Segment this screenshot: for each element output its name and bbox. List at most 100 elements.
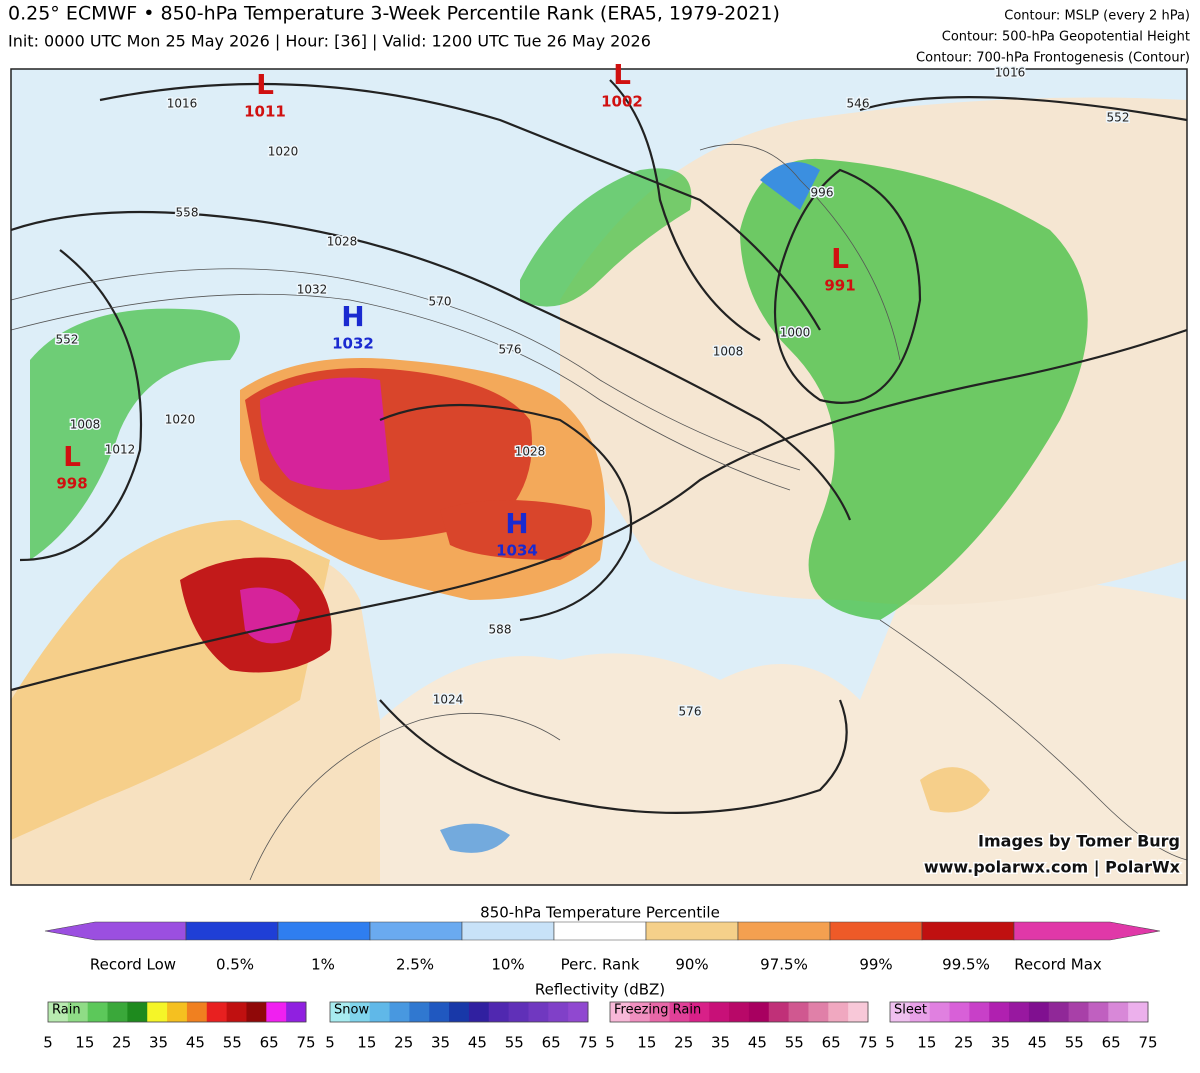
- legend-swatch: [186, 1002, 208, 1022]
- legend-tick: 75: [296, 1034, 315, 1052]
- legend-tick: 55: [223, 1034, 242, 1052]
- colorbar: Record Low 0.5% 1% 2.5% 10% Perc. Rank 90% 97.5…: [44, 921, 1161, 974]
- legend-tick: 65: [822, 1034, 841, 1052]
- legend-name: Snow: [334, 1003, 369, 1018]
- legend-tick: 15: [917, 1034, 936, 1052]
- legend-swatch: [1088, 1002, 1109, 1022]
- legend-swatch: [909, 1002, 931, 1022]
- legend-swatch: [890, 1002, 911, 1022]
- colorbar-label: Record Max: [1014, 956, 1102, 974]
- contour-note: Contour: 500-hPa Geopotential Height: [942, 30, 1190, 45]
- legend-swatch: [1048, 1002, 1070, 1022]
- legend-tick: 45: [748, 1034, 767, 1052]
- legend-tick: 65: [1102, 1034, 1121, 1052]
- legend-swatch: [828, 1002, 849, 1022]
- center-letter: H: [505, 507, 528, 540]
- legend-tick: 45: [1028, 1034, 1047, 1052]
- center-letter: L: [831, 242, 849, 275]
- contour-label: 1028: [515, 445, 546, 459]
- colorbar-segment: [829, 921, 923, 941]
- legend-swatch: [709, 1002, 730, 1022]
- legend-swatch: [1128, 1002, 1149, 1022]
- legend-swatch: [629, 1002, 651, 1022]
- legend-swatch: [409, 1002, 430, 1022]
- legend-frame: [889, 1001, 1149, 1023]
- credit: www.polarwx.com | PolarWx: [924, 858, 1181, 878]
- credit: Images by Tomer Burg: [978, 832, 1180, 851]
- legend-swatch: [649, 1002, 671, 1022]
- colorbar-title: 850-hPa Temperature Percentile: [480, 904, 720, 922]
- legend-swatch: [488, 1002, 510, 1022]
- legend-swatch: [1068, 1002, 1089, 1022]
- legend-swatch: [449, 1002, 470, 1022]
- subtitle: Init: 0000 UTC Mon 25 May 2026 | Hour: […: [8, 32, 651, 51]
- colorbar-segment: [553, 921, 647, 941]
- legend-swatch: [48, 1002, 69, 1022]
- legend-swatch: [127, 1002, 148, 1022]
- legend-swatch: [206, 1002, 228, 1022]
- legend-swatch: [330, 1002, 351, 1022]
- center-letter: L: [63, 440, 81, 473]
- contour-label: 1000: [780, 326, 811, 340]
- legend-tick: 35: [431, 1034, 450, 1052]
- legend-tick: 35: [991, 1034, 1010, 1052]
- legend-tick: 15: [357, 1034, 376, 1052]
- contour-label: 1028: [327, 235, 358, 249]
- legend-swatch: [969, 1002, 990, 1022]
- colorbar-label: Perc. Rank: [561, 956, 640, 974]
- legend-swatch: [528, 1002, 549, 1022]
- legend-tick: 35: [711, 1034, 730, 1052]
- contour-note: Contour: 700-hPa Frontogenesis (Contour): [916, 51, 1190, 66]
- legend-swatch: [167, 1002, 188, 1022]
- legend-tick: 55: [505, 1034, 524, 1052]
- legend-frame: [609, 1001, 869, 1023]
- legend-swatch: [1009, 1002, 1030, 1022]
- contour-note: Contour: MSLP (every 2 hPa): [1004, 9, 1190, 24]
- contour-label: 588: [489, 623, 512, 637]
- legend-tick: 65: [260, 1034, 279, 1052]
- contour-label: 1024: [433, 693, 464, 707]
- center-letter: H: [341, 300, 364, 333]
- colorbar-label: 90%: [675, 956, 708, 974]
- legend-swatch: [67, 1002, 89, 1022]
- legend-tick: 5: [885, 1034, 895, 1052]
- legend-swatch: [369, 1002, 391, 1022]
- legend-tick: 25: [112, 1034, 131, 1052]
- legend-name: Sleet: [894, 1003, 927, 1018]
- legend-swatch: [1108, 1002, 1129, 1022]
- contour-label: 996: [811, 186, 834, 200]
- legend-swatch: [949, 1002, 970, 1022]
- legend-swatch: [147, 1002, 168, 1022]
- colorbar-segment: [921, 921, 1015, 941]
- center-value: 1002: [601, 93, 643, 111]
- legend-swatch: [989, 1002, 1010, 1022]
- center-value: 998: [56, 475, 87, 493]
- contour-label: 576: [499, 343, 522, 357]
- legend-swatch: [107, 1002, 128, 1022]
- legend-tick: 45: [186, 1034, 205, 1052]
- legend-swatch: [729, 1002, 750, 1022]
- legend-tick: 5: [325, 1034, 335, 1052]
- legend-tick: 55: [785, 1034, 804, 1052]
- contour-label: 1016: [995, 66, 1026, 80]
- legend-tick: 15: [75, 1034, 94, 1052]
- center-value: 1034: [496, 542, 538, 560]
- legend-tick: 25: [394, 1034, 413, 1052]
- legend-tick: 75: [858, 1034, 877, 1052]
- legend-swatch: [768, 1002, 790, 1022]
- colorbar-label: 10%: [491, 956, 524, 974]
- legend-swatch: [1028, 1002, 1050, 1022]
- legend-swatch: [748, 1002, 770, 1022]
- legend-tick: 25: [954, 1034, 973, 1052]
- legend-frame: [47, 1001, 307, 1023]
- legend-swatch: [246, 1002, 267, 1022]
- legend-swatch: [87, 1002, 109, 1022]
- legend-swatch: [389, 1002, 410, 1022]
- contour-label: 552: [56, 333, 79, 347]
- legend-swatch: [610, 1002, 631, 1022]
- legend-swatch: [548, 1002, 569, 1022]
- map: L 1011 L 1002 L 991 H 1032 L 998 H 1034 1016 1020 102…: [10, 58, 1188, 886]
- legend-swatch: [568, 1002, 589, 1022]
- contour-label: 546: [847, 97, 870, 111]
